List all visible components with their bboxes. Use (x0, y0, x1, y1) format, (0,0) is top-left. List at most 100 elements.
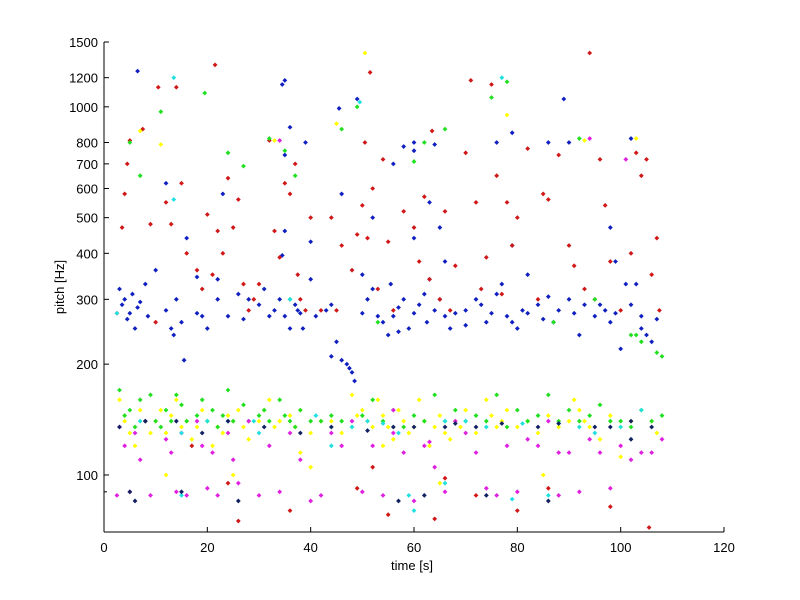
data-point (171, 75, 177, 81)
data-point (328, 443, 334, 449)
data-point (328, 430, 334, 436)
data-point (535, 430, 541, 436)
data-point (328, 215, 334, 221)
data-point (184, 493, 190, 498)
data-point (411, 235, 417, 241)
data-point (282, 148, 288, 154)
data-point (478, 286, 484, 292)
data-point (468, 77, 474, 83)
data-point (427, 443, 432, 449)
data-point (277, 418, 283, 424)
data-point (442, 430, 448, 436)
data-points (114, 50, 665, 530)
data-point (649, 450, 655, 456)
data-point (220, 430, 226, 436)
data-point (328, 413, 334, 418)
data-point (571, 310, 577, 316)
data-point (282, 77, 288, 83)
data-point (210, 407, 215, 413)
data-point (411, 310, 417, 316)
data-point (618, 418, 624, 424)
data-point (571, 263, 577, 269)
data-point (235, 197, 241, 202)
data-point (370, 397, 376, 403)
data-point (266, 397, 272, 403)
data-point (318, 493, 324, 498)
data-point (473, 296, 479, 302)
data-point (334, 339, 339, 345)
data-point (551, 319, 556, 325)
data-point (432, 307, 438, 313)
data-point (638, 407, 644, 413)
data-point (525, 418, 531, 424)
data-point (649, 272, 655, 278)
data-point (478, 302, 484, 308)
data-point (618, 424, 624, 430)
data-point (168, 326, 174, 331)
data-point (137, 457, 143, 463)
data-point (416, 302, 422, 308)
data-point (654, 235, 660, 241)
data-point (328, 418, 334, 424)
data-point (173, 489, 179, 495)
data-point (463, 430, 469, 436)
data-point (628, 250, 634, 256)
data-point (230, 418, 236, 424)
data-point (504, 79, 510, 85)
data-point (452, 263, 458, 269)
data-point (173, 418, 179, 424)
data-point (137, 128, 143, 134)
data-point (308, 215, 314, 221)
data-point (354, 413, 360, 418)
data-point (179, 430, 184, 436)
data-point (370, 464, 376, 470)
data-point (659, 413, 665, 418)
data-point (396, 498, 401, 504)
data-point (437, 225, 443, 230)
data-point (545, 498, 551, 504)
data-point (148, 392, 153, 398)
data-point (424, 319, 430, 325)
data-point (463, 322, 469, 328)
data-point (566, 450, 572, 456)
data-point (489, 95, 494, 100)
data-point (442, 424, 448, 430)
data-point (277, 296, 283, 302)
data-point (618, 346, 624, 352)
data-point (127, 489, 133, 495)
x-tick-label: 80 (510, 540, 524, 555)
data-point (362, 140, 368, 145)
data-point (199, 443, 205, 449)
data-point (607, 319, 613, 325)
data-point (282, 413, 288, 418)
data-point (385, 332, 391, 338)
data-point (494, 493, 500, 498)
data-point (509, 243, 515, 248)
data-point (576, 418, 582, 424)
data-point (220, 250, 226, 256)
data-point (140, 126, 146, 132)
data-point (163, 200, 169, 205)
data-point (370, 286, 376, 292)
data-point (359, 407, 365, 413)
data-point (401, 208, 407, 214)
data-point (576, 136, 582, 141)
data-point (132, 326, 138, 331)
data-point (142, 281, 148, 287)
data-point (148, 493, 153, 498)
data-point (380, 493, 386, 498)
data-point (633, 332, 639, 338)
data-point (638, 339, 644, 345)
data-point (509, 496, 515, 502)
data-point (370, 443, 376, 449)
data-point (442, 475, 448, 481)
data-point (210, 450, 215, 456)
data-point (494, 424, 500, 430)
data-point (282, 180, 288, 186)
data-point (359, 310, 365, 316)
data-point (204, 418, 210, 424)
data-point (168, 413, 174, 418)
data-point (646, 525, 652, 530)
data-point (654, 350, 660, 355)
